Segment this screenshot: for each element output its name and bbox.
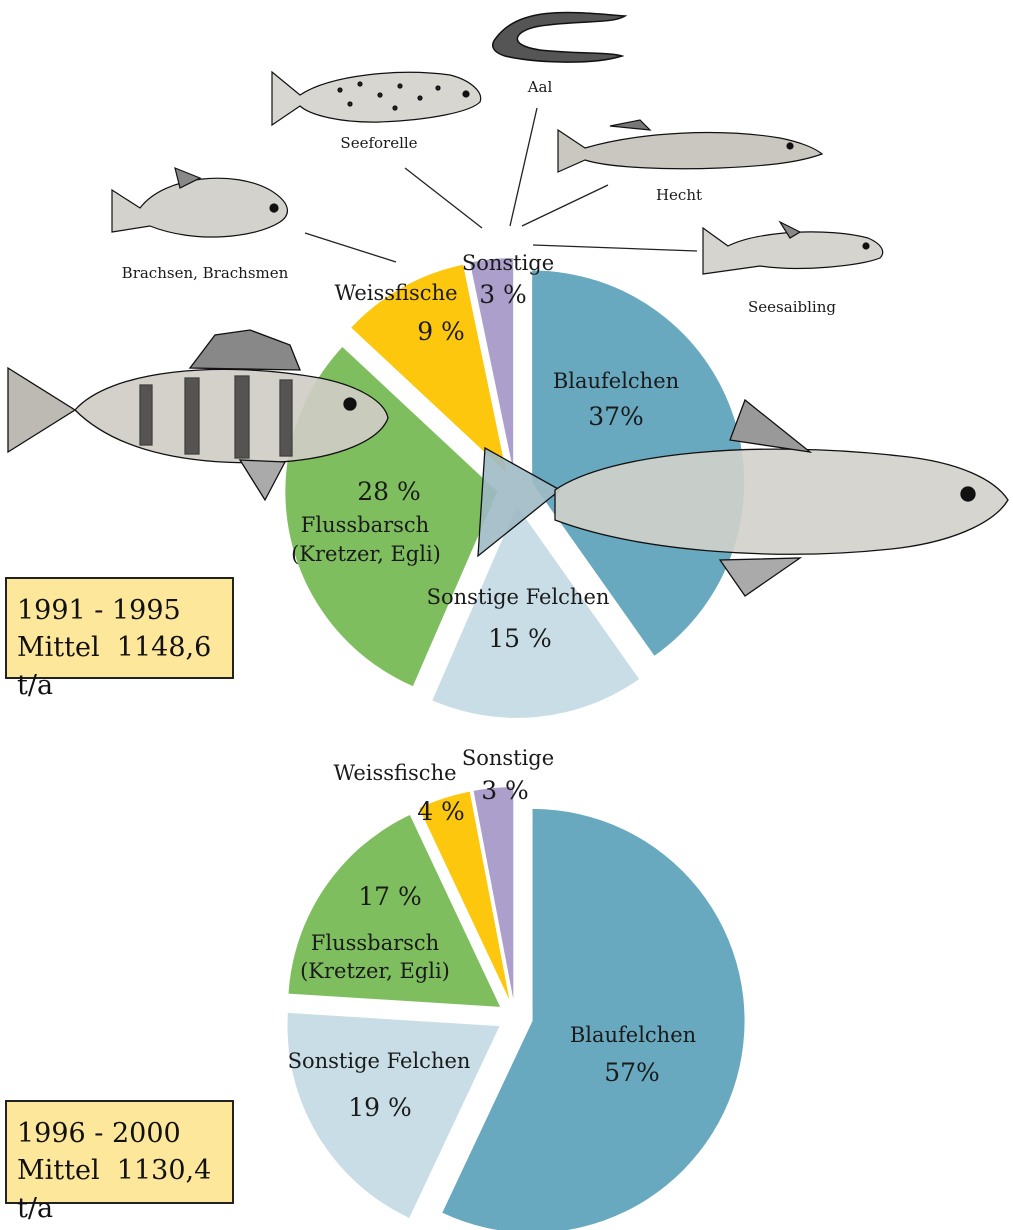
- label-sonstige-felchen-1: Sonstige Felchen: [427, 585, 610, 609]
- value-flussbarsch-2: 17 %: [358, 882, 422, 911]
- period-box-1996-2000: 1996 - 2000 Mittel 1130,4 t/a: [5, 1100, 234, 1224]
- caption-aal: Aal: [527, 78, 553, 96]
- pike-illustration-icon: [557, 119, 824, 173]
- mean-value-2: 1130,4 t/a: [17, 1155, 212, 1224]
- value-weissfische-2: 4 %: [417, 797, 465, 826]
- value-sonstige-1: 3 %: [479, 280, 527, 309]
- bream-illustration-icon: [111, 167, 288, 238]
- mean-label-2: Mittel: [17, 1155, 100, 1186]
- char-illustration-icon: [702, 220, 884, 275]
- slice-weissfische-2: [419, 791, 510, 1000]
- leader-lines: [304, 107, 698, 263]
- caption-seeforelle: Seeforelle: [340, 134, 417, 152]
- label-flussbarsch-sub-1: (Kretzer, Egli): [291, 542, 441, 566]
- chart1-labels: Blaufelchen 37% Sonstige Felchen 15 % 28…: [291, 251, 679, 653]
- period-label-2: 1996 - 2000: [17, 1118, 181, 1149]
- value-blaufelchen-1: 37%: [588, 402, 644, 431]
- mean-value-1: 1148,6 t/a: [17, 632, 212, 701]
- slice-sonstige-felchen-2: [287, 1012, 500, 1218]
- slice-blaufelchen-2: [442, 808, 745, 1230]
- chart2-labels: Blaufelchen 57% Sonstige Felchen 19 % 17…: [288, 746, 697, 1122]
- whitefish-illustration-icon: [477, 398, 1009, 597]
- slice-flussbarsch-2: [288, 815, 501, 1007]
- label-flussbarsch-2: Flussbarsch: [311, 931, 439, 955]
- slice-sonstige-felchen-1: [432, 505, 640, 718]
- label-weissfische-1: Weissfische: [334, 281, 457, 305]
- value-flussbarsch-1: 28 %: [357, 477, 421, 506]
- label-weissfische-2: Weissfische: [333, 761, 456, 785]
- value-sonstige-felchen-1: 15 %: [488, 624, 552, 653]
- value-sonstige-2: 3 %: [481, 776, 529, 805]
- period-label-1: 1991 - 1995: [17, 595, 181, 626]
- label-sonstige-2: Sonstige: [462, 746, 554, 770]
- label-blaufelchen-1: Blaufelchen: [553, 369, 679, 393]
- label-blaufelchen-2: Blaufelchen: [570, 1023, 696, 1047]
- period-box-1991-1995: 1991 - 1995 Mittel 1148,6 t/a: [5, 577, 234, 701]
- trout-illustration-icon: [271, 70, 482, 127]
- label-flussbarsch-1: Flussbarsch: [301, 513, 429, 537]
- caption-hecht: Hecht: [656, 186, 702, 204]
- eel-illustration-icon: [492, 11, 628, 63]
- slice-sonstige-1: [470, 258, 514, 471]
- label-sonstige-felchen-2: Sonstige Felchen: [288, 1049, 471, 1073]
- fish-captions: Aal Seeforelle Hecht Brachsen, Brachsmen…: [122, 78, 837, 316]
- value-sonstige-felchen-2: 19 %: [348, 1093, 412, 1122]
- label-sonstige-1: Sonstige: [462, 251, 554, 275]
- slice-weissfische-1: [351, 264, 507, 473]
- caption-seesaibling: Seesaibling: [748, 298, 836, 316]
- label-flussbarsch-sub-2: (Kretzer, Egli): [300, 959, 450, 983]
- value-weissfische-1: 9 %: [417, 317, 465, 346]
- mean-label-1: Mittel: [17, 632, 100, 663]
- value-blaufelchen-2: 57%: [604, 1058, 660, 1087]
- slice-sonstige-2: [473, 787, 514, 1000]
- perch-illustration-icon: [7, 329, 389, 502]
- caption-brachsen: Brachsen, Brachsmen: [122, 264, 289, 282]
